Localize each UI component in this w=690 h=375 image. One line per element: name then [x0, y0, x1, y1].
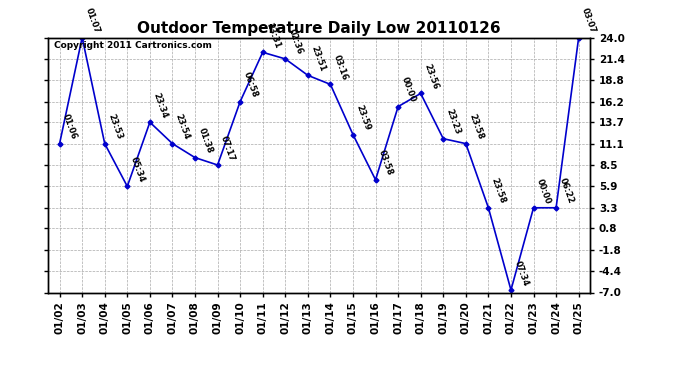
Text: 06:58: 06:58	[241, 71, 259, 99]
Text: 07:17: 07:17	[219, 134, 237, 162]
Text: 07:34: 07:34	[513, 259, 530, 287]
Text: 05:34: 05:34	[128, 156, 146, 184]
Text: 23:34: 23:34	[151, 92, 169, 120]
Text: 06:22: 06:22	[558, 177, 575, 205]
Text: 03:58: 03:58	[377, 149, 395, 177]
Text: Copyright 2011 Cartronics.com: Copyright 2011 Cartronics.com	[54, 41, 212, 50]
Title: Outdoor Temperature Daily Low 20110126: Outdoor Temperature Daily Low 20110126	[137, 21, 501, 36]
Text: 01:07: 01:07	[83, 7, 101, 35]
Text: 01:06: 01:06	[61, 113, 79, 141]
Text: 23:54: 23:54	[174, 112, 191, 141]
Text: 23:51: 23:51	[309, 44, 327, 72]
Text: 02:36: 02:36	[286, 28, 304, 56]
Text: 23:31: 23:31	[264, 21, 282, 50]
Text: 23:53: 23:53	[106, 113, 124, 141]
Text: 00:00: 00:00	[535, 177, 553, 205]
Text: 01:38: 01:38	[197, 127, 214, 155]
Text: 23:23: 23:23	[444, 108, 462, 136]
Text: 23:58: 23:58	[467, 113, 485, 141]
Text: 23:59: 23:59	[355, 104, 372, 132]
Text: 23:56: 23:56	[422, 63, 440, 91]
Text: 03:16: 03:16	[332, 54, 349, 82]
Text: 03:07: 03:07	[580, 7, 598, 35]
Text: 23:58: 23:58	[490, 177, 507, 205]
Text: 00:00: 00:00	[400, 76, 417, 104]
